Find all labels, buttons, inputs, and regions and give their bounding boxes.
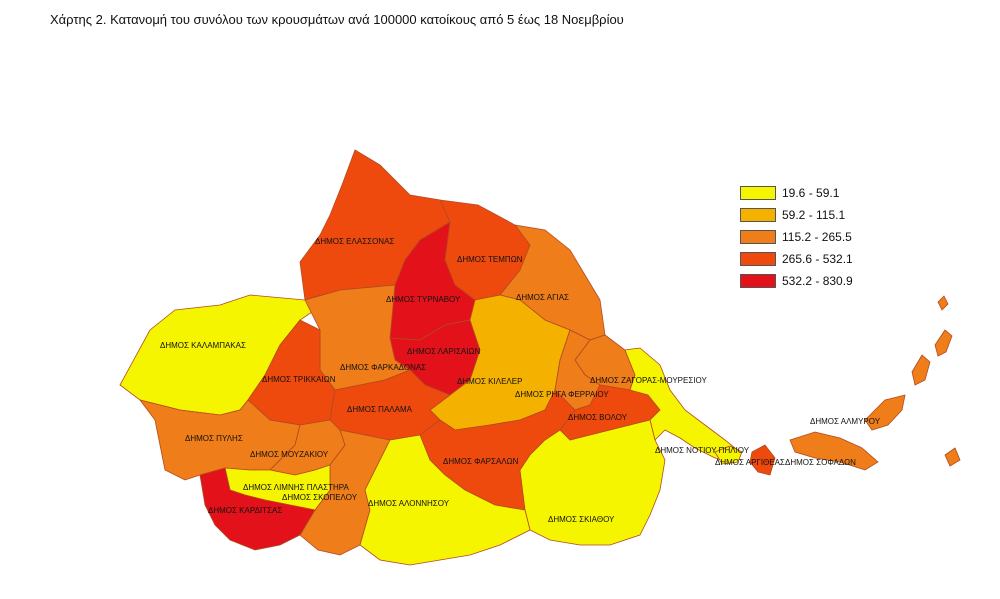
legend-swatch bbox=[740, 208, 776, 222]
label-rigas-feraios: ΔΗΜΟΣ ΡΗΓΑ ΦΕΡΡΑΙΟΥ bbox=[515, 390, 609, 399]
legend-label: 59.2 - 115.1 bbox=[782, 208, 846, 222]
region-alonnisos bbox=[789, 431, 879, 471]
region-alonnisos-islet-4 bbox=[944, 447, 961, 467]
legend-swatch bbox=[740, 230, 776, 244]
label-larisa: ΔΗΜΟΣ ΛΑΡΙΣΑΙΩΝ bbox=[407, 347, 480, 356]
region-almyros bbox=[519, 419, 666, 546]
region-alonnisos-islet-1 bbox=[864, 394, 906, 431]
map-legend: 19.6 - 59.1 59.2 - 115.1 115.2 - 265.5 2… bbox=[740, 182, 853, 292]
legend-label: 19.6 - 59.1 bbox=[782, 186, 840, 200]
label-kileler: ΔΗΜΟΣ ΚΙΛΕΛΕΡ bbox=[457, 377, 522, 386]
legend-label: 532.2 - 830.9 bbox=[782, 274, 853, 288]
region-alonnisos-islet-3 bbox=[934, 329, 953, 357]
legend-item: 115.2 - 265.5 bbox=[740, 226, 853, 248]
legend-swatch bbox=[740, 274, 776, 288]
label-plastira: ΔΗΜΟΣ ΛΙΜΝΗΣ ΠΛΑΣΤΗΡΑ bbox=[243, 483, 349, 492]
label-palamas: ΔΗΜΟΣ ΠΑΛΑΜΑ bbox=[347, 405, 413, 414]
label-volos: ΔΗΜΟΣ ΒΟΛΟΥ bbox=[568, 413, 628, 422]
legend-item: 265.6 - 532.1 bbox=[740, 248, 853, 270]
label-karditsa: ΔΗΜΟΣ ΣΚΟΠΕΛΟΥ bbox=[282, 493, 358, 502]
region-argithea bbox=[199, 467, 316, 551]
region-alonnisos-islet-2 bbox=[911, 354, 931, 386]
label-mouzaki: ΔΗΜΟΣ ΜΟΥΖΑΚΙΟΥ bbox=[250, 450, 329, 459]
label-argithea: ΔΗΜΟΣ ΚΑΡΔΙΤΣΑΣ bbox=[208, 506, 282, 515]
legend-item: 59.2 - 115.1 bbox=[740, 204, 853, 226]
label-sofades: ΔΗΜΟΣ ΑΛΟΝΝΗΣΟΥ bbox=[368, 499, 450, 508]
label-agia: ΔΗΜΟΣ ΑΓΙΑΣ bbox=[516, 293, 569, 302]
label-elassona: ΔΗΜΟΣ ΕΛΑΣΣΟΝΑΣ bbox=[315, 237, 394, 246]
label-pyli: ΔΗΜΟΣ ΠΥΛΗΣ bbox=[185, 434, 243, 443]
label-trikala: ΔΗΜΟΣ ΤΡΙΚΚΑΙΩΝ bbox=[262, 375, 336, 384]
map-title: Χάρτης 2. Κατανομή του συνόλου των κρουσ… bbox=[50, 12, 624, 27]
label-farkadona: ΔΗΜΟΣ ΦΑΡΚΑΔΟΝΑΣ bbox=[340, 363, 426, 372]
label-skopelos: ΔΗΜΟΣ ΣΟΦΑΔΩΝ bbox=[785, 458, 856, 467]
label-farsala: ΔΗΜΟΣ ΦΑΡΣΑΛΩΝ bbox=[443, 457, 519, 466]
label-kalampaka: ΔΗΜΟΣ ΚΑΛΑΜΠΑΚΑΣ bbox=[160, 341, 246, 350]
label-tempi: ΔΗΜΟΣ ΤΕΜΠΩΝ bbox=[457, 255, 523, 264]
legend-item: 532.2 - 830.9 bbox=[740, 270, 853, 292]
label-notio-pilio: ΔΗΜΟΣ ΝΟΤΙΟΥ ΠΗΛΙΟΥ bbox=[655, 446, 750, 455]
label-almyros: ΔΗΜΟΣ ΣΚΙΑΘΟΥ bbox=[548, 515, 615, 524]
legend-swatch bbox=[740, 186, 776, 200]
label-zagora: ΔΗΜΟΣ ΖΑΓΟΡΑΣ-ΜΟΥΡΕΣΙΟΥ bbox=[590, 376, 707, 385]
region-sofades bbox=[359, 434, 531, 566]
region-alonnisos-islet-5 bbox=[937, 295, 949, 311]
legend-label: 115.2 - 265.5 bbox=[782, 230, 852, 244]
label-alonnisos: ΔΗΜΟΣ ΑΛΜΥΡΟΥ bbox=[810, 417, 881, 426]
legend-swatch bbox=[740, 252, 776, 266]
legend-item: 19.6 - 59.1 bbox=[740, 182, 853, 204]
region-skopelos bbox=[749, 444, 776, 476]
legend-label: 265.6 - 532.1 bbox=[782, 252, 853, 266]
label-tyrnavos: ΔΗΜΟΣ ΤΥΡΝΑΒΟΥ bbox=[386, 295, 461, 304]
label-skiathos: ΔΗΜΟΣ ΑΡΓΙΘΕΑΣ bbox=[715, 458, 785, 467]
region-skiathos bbox=[714, 445, 743, 465]
